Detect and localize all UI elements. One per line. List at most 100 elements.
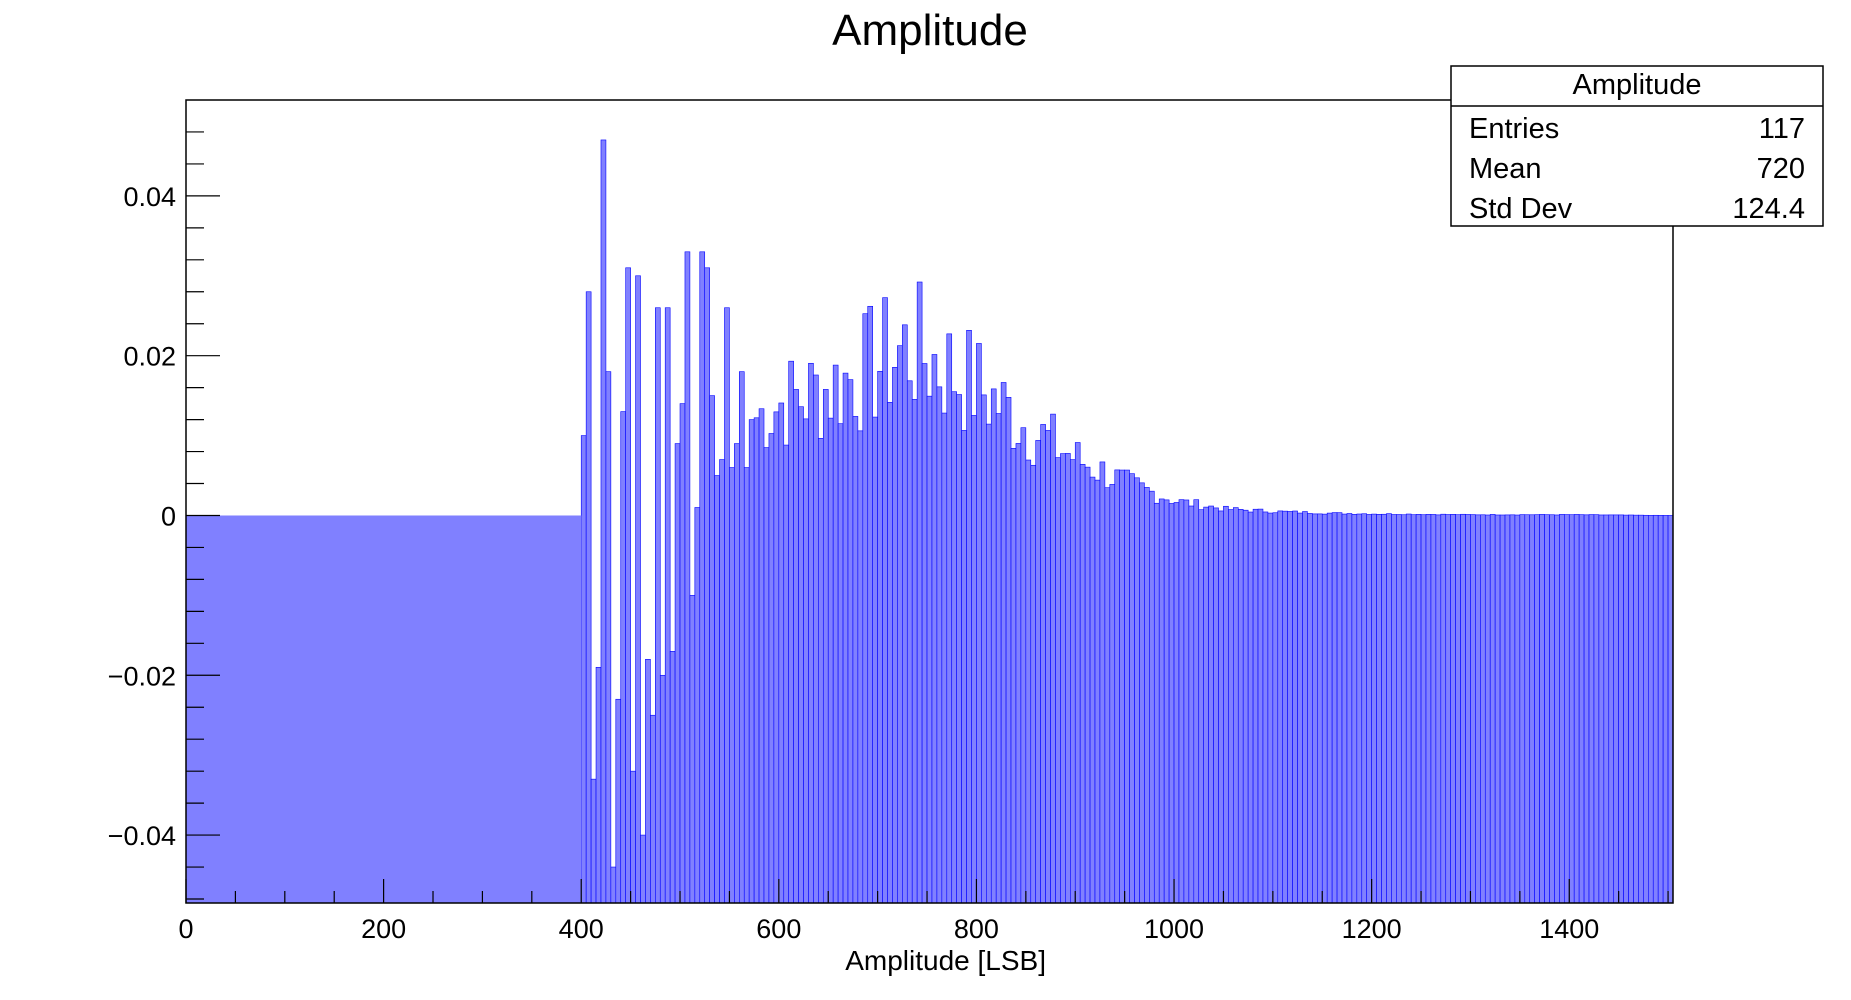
histogram-bar [946,333,953,904]
histogram-bar [1638,514,1644,904]
histogram-bar [813,374,819,904]
histogram-bar [1287,511,1293,904]
x-tick-label: 1400 [1539,914,1599,944]
histogram-bar [1139,482,1145,904]
x-tick-label: 0 [178,914,193,944]
histogram-bar [1603,514,1610,904]
histogram-bar [911,399,918,904]
histogram-bar [186,515,582,904]
histogram-bar [1237,509,1244,904]
histogram-bar [1524,514,1531,904]
histogram-bar [753,417,760,904]
histogram-bar [1158,498,1165,904]
stat-label: Entries [1469,113,1559,145]
histogram-bar [877,370,883,904]
histogram-bar [1593,514,1600,904]
x-tick-label: 400 [559,914,604,944]
histogram-bar [1149,490,1155,904]
histogram-bar [1129,473,1135,904]
histogram-bar [827,417,834,904]
histogram-bar [1425,514,1432,904]
histogram-bar [1573,514,1580,904]
histogram-bar [1554,514,1560,904]
histogram-bar [763,447,770,904]
histogram-bar [1010,448,1017,904]
histogram-bar [1460,513,1466,904]
histogram-bar [995,413,1002,904]
y-tick-label: 0.02 [123,342,176,372]
stats-box-frame [1450,65,1824,227]
histogram-bar [1470,514,1476,904]
histogram-bar [1267,512,1274,904]
histogram-bar [768,433,775,904]
histogram-bar [1213,507,1219,904]
histogram-bar [971,415,977,904]
histogram-bar [818,438,824,904]
y-tick-label: 0 [161,501,176,531]
histogram-bar [1153,502,1160,904]
histogram-bar [1381,513,1387,904]
y-tick-label: −0.04 [108,821,176,851]
histogram-bar [684,251,691,904]
histogram-bar [990,388,997,904]
histogram-bar [778,402,785,904]
histogram-bar [1613,514,1619,904]
histogram-bar [1208,505,1214,904]
histogram-bar [1317,513,1323,904]
histogram-bar [1539,514,1545,904]
histogram-bar [1519,514,1526,904]
histogram-bar [832,364,839,904]
histogram-bar [1430,514,1437,904]
histogram-bar [1504,514,1511,904]
histogram-bar [1173,502,1180,904]
histogram-bar [1386,513,1392,904]
histogram-bar [704,267,710,904]
histogram-bar [699,251,706,904]
histogram-bar [916,281,923,904]
histogram-bar [976,343,982,904]
histogram-bar [1544,514,1550,904]
histogram-bar [966,330,972,904]
histogram-bar [1376,513,1382,904]
histogram-bar [1015,443,1022,904]
histogram-bar [743,467,750,904]
histogram-bar [956,394,962,904]
histogram-bar [1163,499,1170,904]
histogram-bar [1648,515,1654,904]
plot-frame [185,99,1674,904]
histogram-bar [1396,514,1402,904]
histogram-bar [867,305,873,904]
histogram-bar [842,372,849,904]
histogram-bar [1326,512,1333,904]
histogram-bar [724,307,730,904]
x-axis-label: Amplitude [LSB] [845,945,1046,976]
histogram-bar [1099,461,1106,904]
histogram-bar [1662,515,1669,904]
histogram-bar [1292,510,1298,904]
histogram-bar [1060,453,1066,904]
histogram-bar [1178,499,1185,904]
histogram-bar [1568,514,1575,904]
histogram-bar [1331,512,1338,904]
histogram-bar [1183,499,1190,904]
histogram-bar [1005,397,1012,904]
histogram-bar [926,395,933,904]
histogram-bar [981,394,987,904]
histogram-bar [1050,413,1056,904]
histogram-bar [1405,513,1412,904]
histogram-bar [1144,487,1150,904]
histogram-bar [882,297,888,904]
histogram-bar [655,307,661,904]
histogram-bar [1450,514,1456,904]
histogram-bar [714,475,720,904]
histogram-bar [1499,514,1506,904]
histogram-bar [1247,511,1254,904]
histogram-bar [951,391,957,904]
histogram-bar [941,412,948,904]
stat-label: Std Dev [1469,193,1573,225]
histogram-bar [635,275,641,904]
x-tick-label: 1000 [1144,914,1204,944]
histogram-bar [734,443,740,904]
histogram-bar [897,345,903,904]
histogram-bar [773,411,780,904]
